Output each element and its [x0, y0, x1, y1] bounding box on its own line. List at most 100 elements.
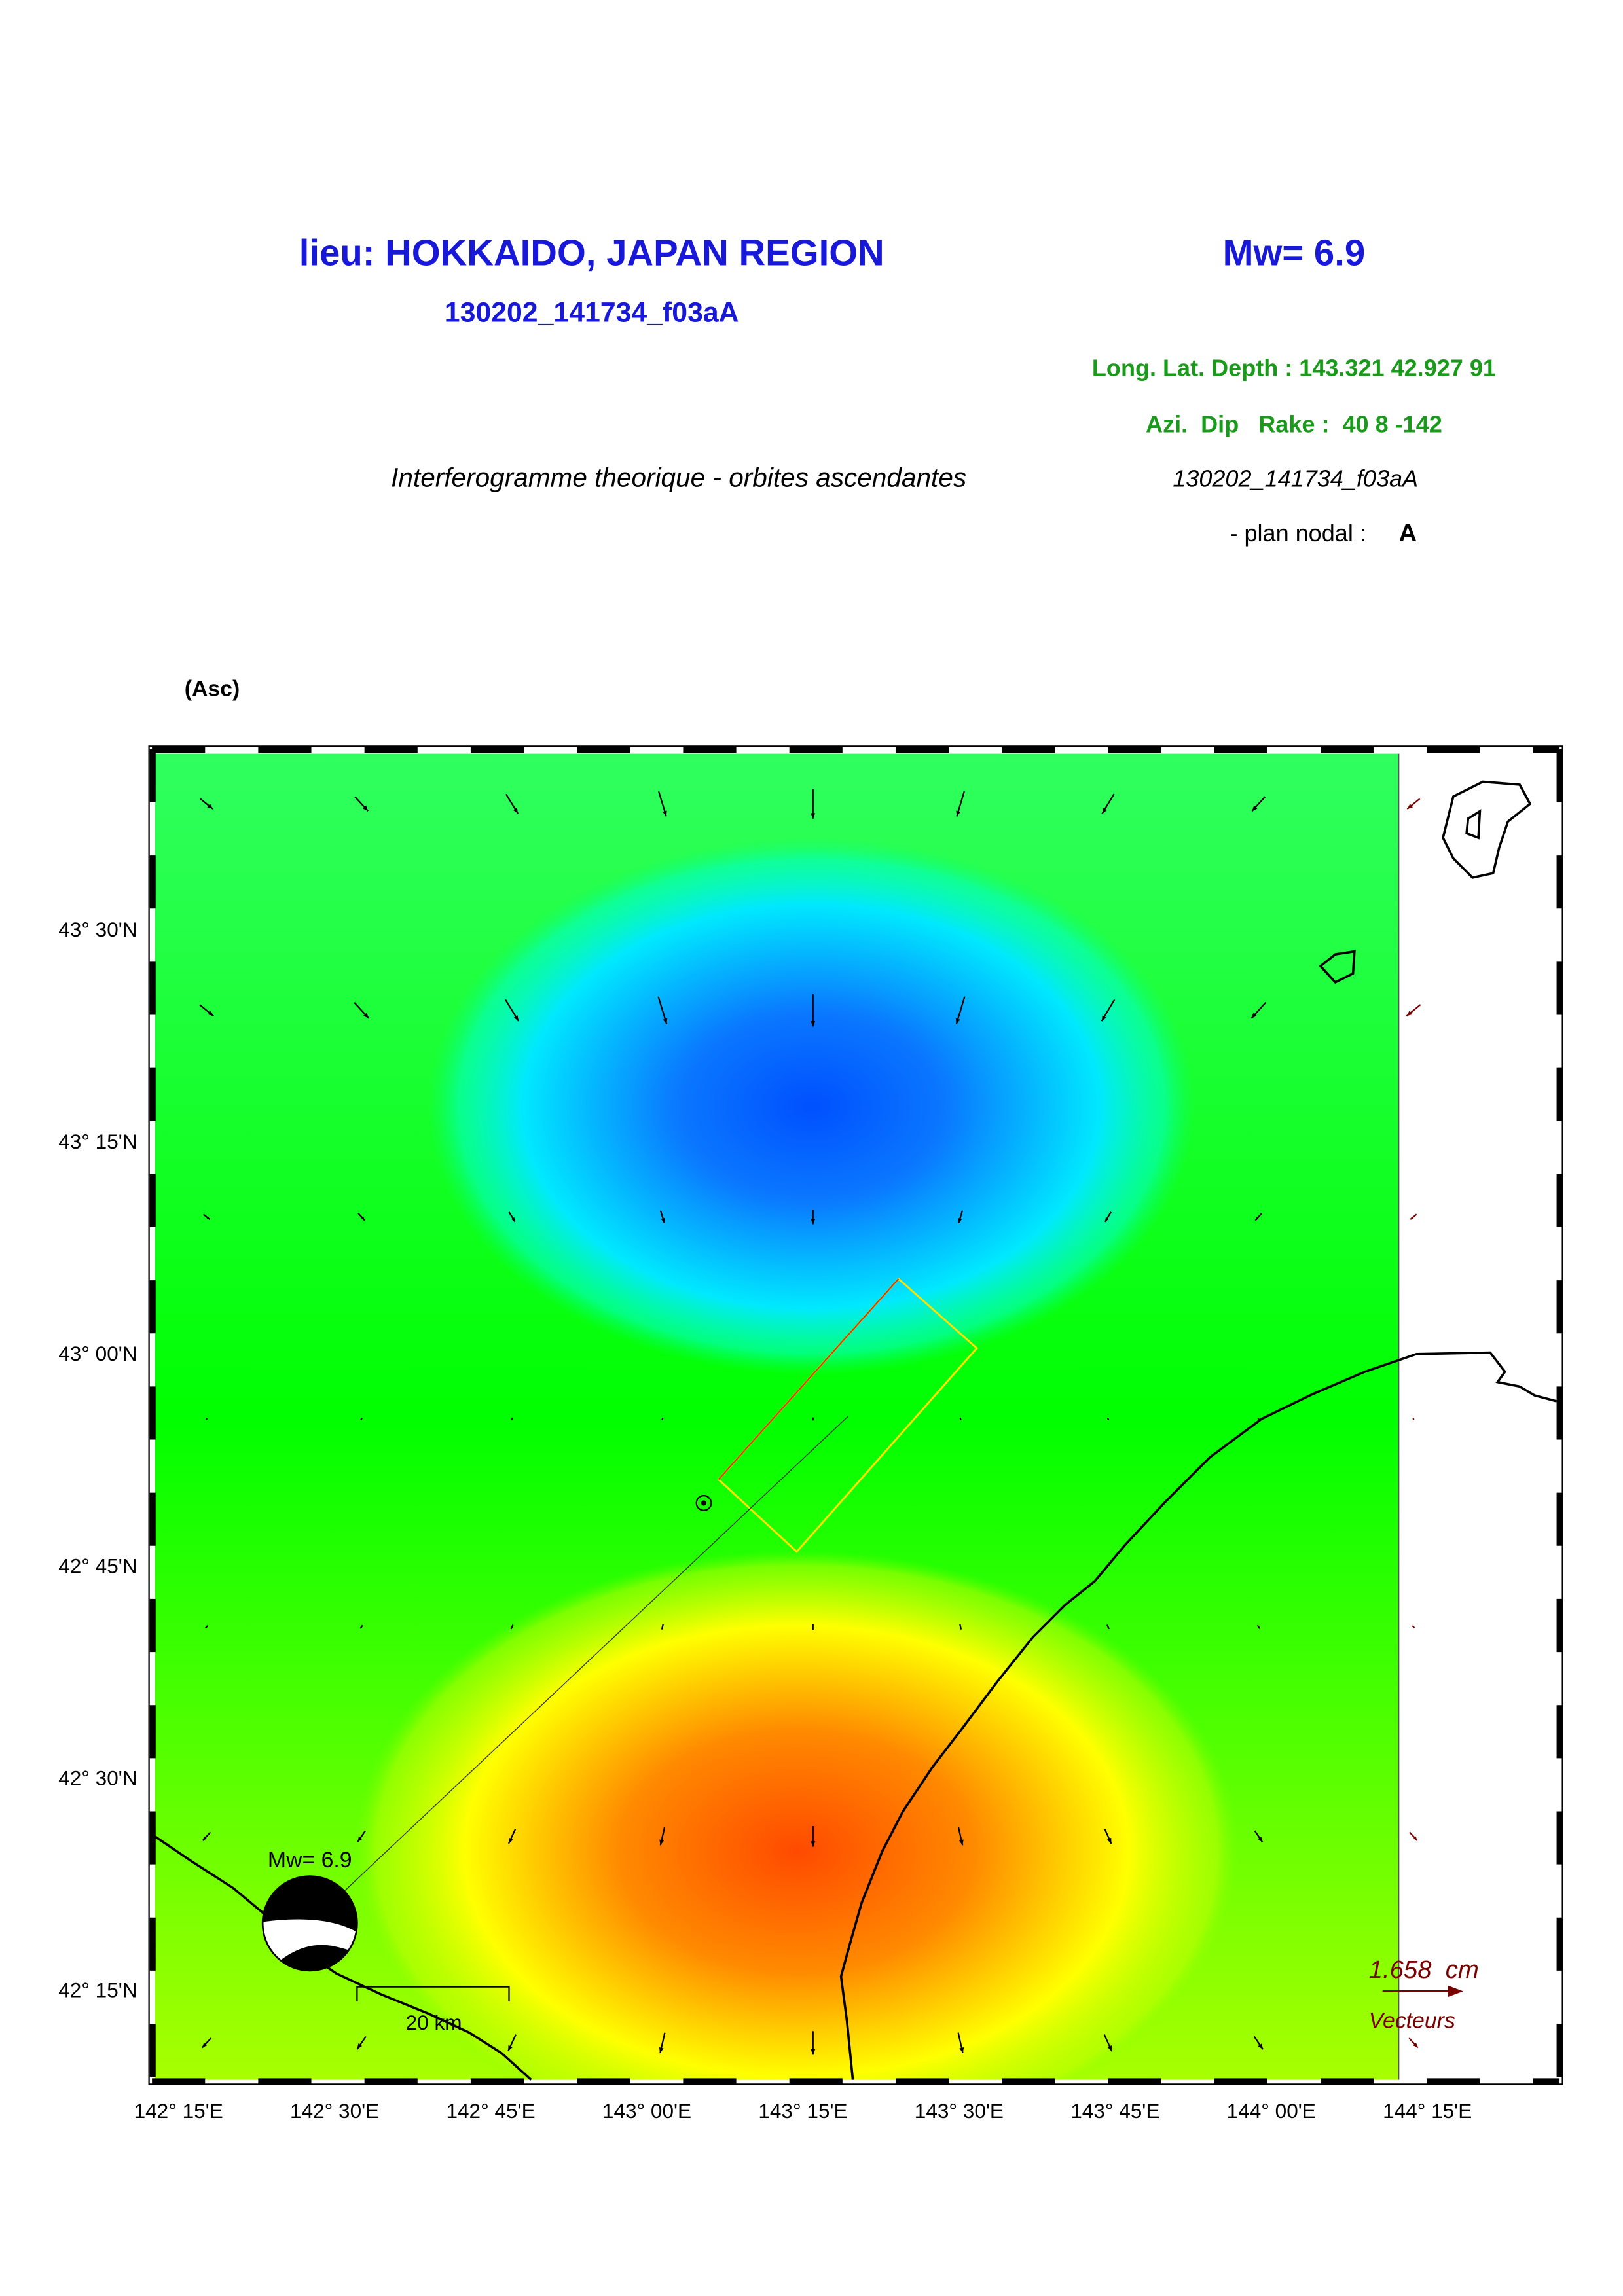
vector-head — [662, 1419, 663, 1420]
vector-head — [206, 1216, 210, 1220]
vector-head — [1406, 1011, 1413, 1016]
vector-head — [1413, 1836, 1417, 1841]
beachball — [261, 1875, 358, 1972]
lat-label: 43° 30'N — [58, 918, 137, 941]
vector-head — [1413, 2043, 1418, 2048]
lon-label: 143° 00'E — [602, 2099, 691, 2123]
coastlines — [154, 780, 1558, 2081]
vector-head — [811, 1219, 816, 1225]
vector-head — [511, 1217, 515, 1222]
vector-head — [1410, 1216, 1413, 1220]
title: lieu: HOKKAIDO, JAPAN REGION — [299, 232, 884, 274]
event-id: 130202_141734_f03aA — [445, 296, 739, 328]
vector-head — [202, 2043, 208, 2048]
nodal-plane: A — [1398, 519, 1417, 547]
beachball-label: Mw= 6.9 — [268, 1848, 352, 1873]
vector-head — [661, 1217, 665, 1223]
vector-head — [811, 813, 816, 819]
uplift-lobe — [155, 753, 1399, 2080]
vector-head — [508, 1837, 513, 1844]
vector-head — [958, 1217, 962, 1223]
header: lieu: HOKKAIDO, JAPAN REGION Mw= 6.9 130… — [299, 232, 1496, 547]
magnitude: Mw= 6.9 — [1223, 232, 1366, 274]
vector-head — [508, 2045, 513, 2051]
vector-head — [1258, 1837, 1263, 1842]
vector-head — [958, 1839, 964, 1846]
vector-head — [511, 1419, 513, 1420]
vector-head — [1104, 1217, 1109, 1222]
lon-label: 144° 00'E — [1227, 2099, 1316, 2123]
vector-head — [1258, 2043, 1264, 2050]
vector-head — [513, 808, 519, 814]
vector-head — [207, 804, 213, 810]
vector-head — [1407, 804, 1413, 810]
beachball-leader — [331, 1415, 849, 1903]
vector-head — [206, 1418, 207, 1420]
vector-head — [960, 1627, 962, 1630]
lat-label: 42° 45'N — [58, 1554, 137, 1577]
vector-head — [208, 1011, 214, 1016]
vector-head — [513, 1015, 519, 1022]
mechanism: Azi. Dip Rake : 40 8 -142 — [1146, 410, 1442, 437]
event-id-2: 130202_141734_f03aA — [1173, 465, 1418, 492]
lon-label: 143° 45'E — [1070, 2099, 1159, 2123]
fault-top — [718, 1278, 900, 1480]
vector-head — [812, 1419, 814, 1421]
vector-head — [1102, 808, 1107, 814]
map: Mw= 6.9 20 km 1.658 cm Vecteurs 43° 30'N… — [58, 745, 1563, 2123]
vector-head — [663, 1018, 668, 1024]
displacement-vectors — [199, 789, 1421, 2055]
vector-scale-arrow — [1382, 1985, 1463, 1998]
fancy-frame — [149, 747, 1563, 2085]
subtitle: Interferogramme theorique - orbites asce… — [391, 463, 966, 493]
vector-head — [362, 805, 369, 812]
vector-head — [1413, 1418, 1414, 1420]
vector-head — [959, 2047, 964, 2053]
panel-label: (Asc) — [185, 677, 240, 702]
lon-label: 143° 15'E — [758, 2099, 847, 2123]
vector-head — [1258, 1626, 1260, 1629]
vector-head — [205, 1626, 207, 1628]
vector-scale: 1.658 cm — [1369, 1956, 1479, 1984]
vector-head — [811, 2049, 816, 2055]
vector-head — [1107, 2045, 1112, 2052]
lon-label: 142° 45'E — [446, 2099, 535, 2123]
scale-bar-label: 20 km — [406, 2011, 462, 2034]
lon-label: 142° 30'E — [290, 2099, 379, 2123]
vector-head — [1251, 1013, 1257, 1018]
vector-head — [811, 1841, 816, 1847]
vector-head — [659, 2047, 664, 2053]
vector-head — [511, 1627, 513, 1629]
nodal-plane-label: - plan nodal : — [1230, 520, 1366, 547]
vector-head — [811, 1021, 816, 1027]
vector-head — [202, 1836, 207, 1841]
epicenter — [695, 1495, 712, 1511]
vector-head — [1252, 805, 1258, 812]
vector-head — [1258, 1419, 1260, 1420]
vector-label: Vecteurs — [1369, 2009, 1455, 2034]
vector-head — [1413, 1626, 1415, 1628]
vector-head — [1107, 1627, 1109, 1629]
vector-head — [812, 1627, 814, 1630]
vector-head — [956, 810, 961, 817]
vector-head — [1106, 1837, 1112, 1844]
lat-label: 42° 15'N — [58, 1978, 137, 2001]
graticule-labels: 43° 30'N 43° 15'N 43° 00'N 42° 45'N 42° 30'N… — [58, 918, 1472, 2123]
lat-label: 42° 30'N — [58, 1766, 137, 1789]
lat-label: 43° 00'N — [58, 1342, 137, 1365]
vector-head — [1255, 1217, 1259, 1221]
vector-head — [955, 1018, 960, 1024]
lon-label: 142° 15'E — [134, 2099, 223, 2123]
vector-head — [1101, 1015, 1106, 1022]
vector-head — [361, 1217, 365, 1221]
lon-label: 143° 30'E — [915, 2099, 1004, 2123]
lon-label: 144° 15'E — [1383, 2099, 1472, 2123]
lat-label: 43° 15'N — [58, 1130, 137, 1153]
location: Long. Lat. Depth : 143.321 42.927 91 — [1092, 355, 1496, 382]
vector-head — [659, 1839, 665, 1846]
vector-head — [662, 810, 667, 817]
vector-head — [960, 1419, 961, 1420]
vector-head — [363, 1013, 369, 1018]
vector-head — [661, 1627, 663, 1630]
